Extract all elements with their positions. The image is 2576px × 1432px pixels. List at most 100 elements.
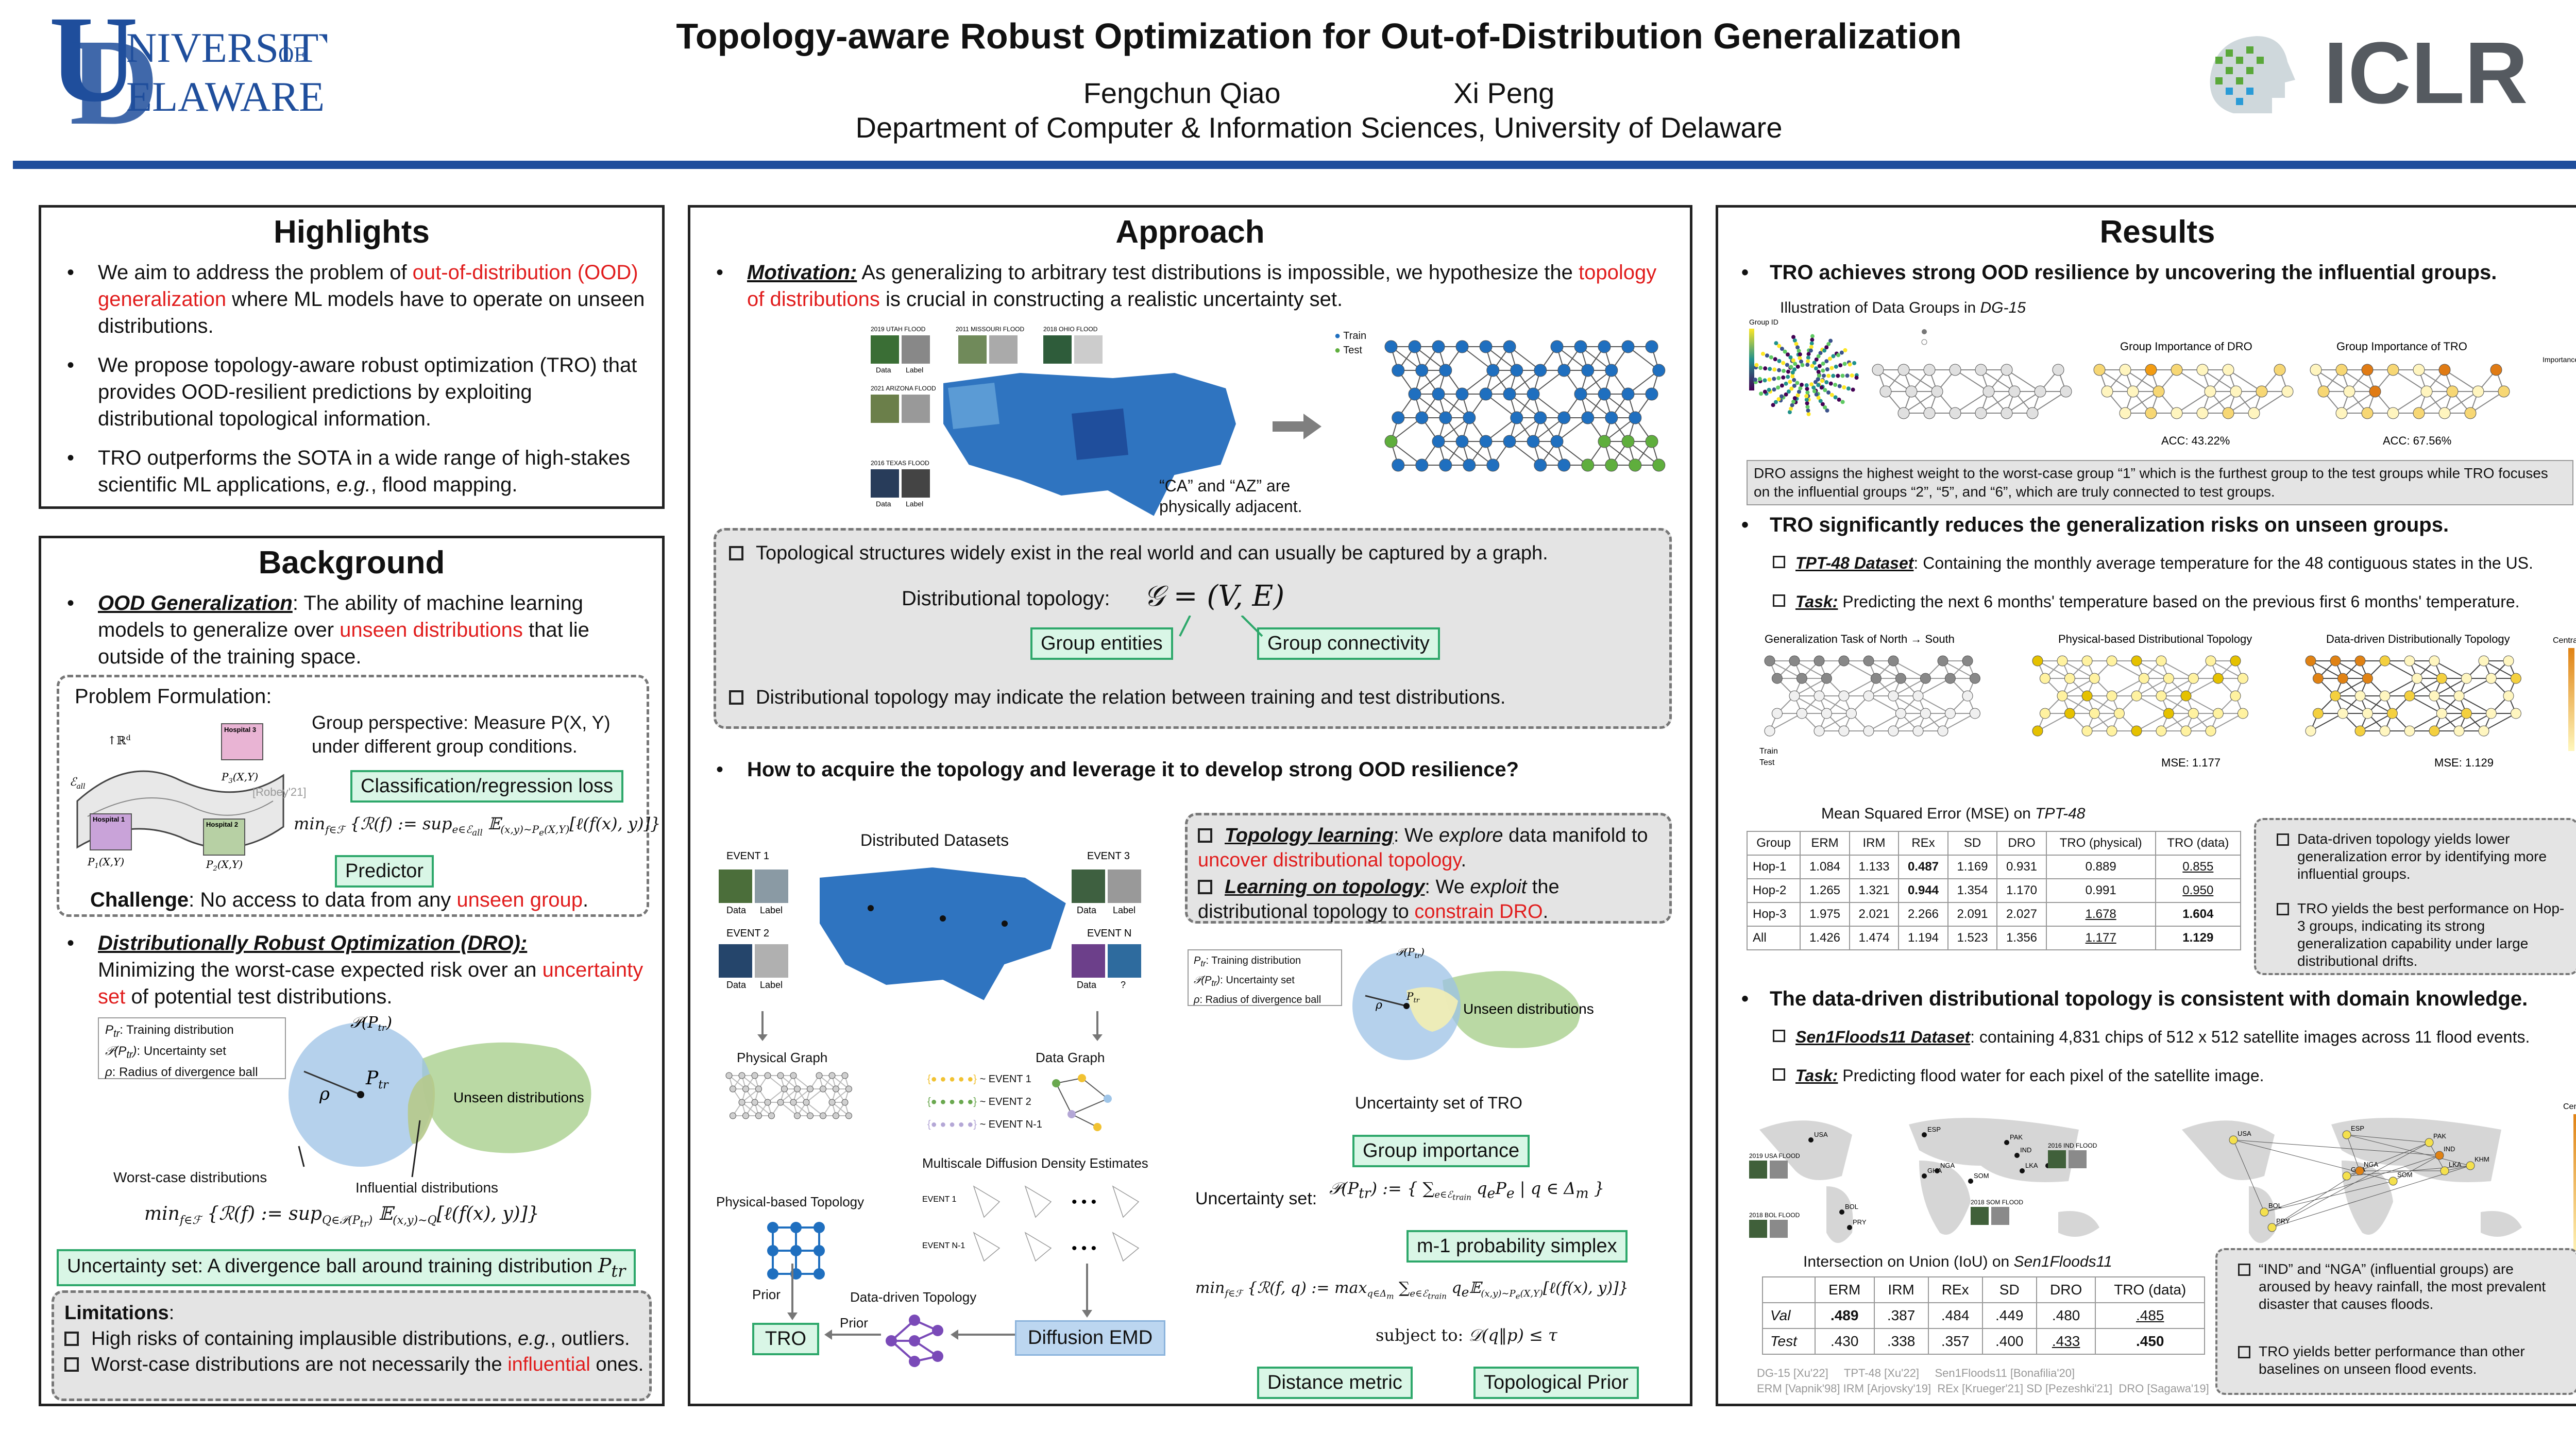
author-1: Fengchun Qiao — [1083, 77, 1281, 109]
svg-text:EVENT N: EVENT N — [1087, 928, 1131, 939]
iou-cell: .485 — [2095, 1302, 2205, 1329]
iou-cell: .338 — [1873, 1328, 1929, 1355]
graph-node — [1384, 435, 1398, 448]
graph-node — [1771, 673, 1783, 684]
graph-node — [2461, 673, 2472, 684]
scatter-point — [1795, 381, 1800, 385]
svg-text:Centrality: Centrality — [2553, 636, 2576, 645]
graph-edge — [2341, 391, 2376, 414]
graph-node — [2404, 725, 2415, 737]
graph-edge — [1794, 678, 1827, 696]
graph-node — [2404, 690, 2415, 702]
scatter-point — [1806, 355, 1810, 360]
scatter-point — [1825, 367, 1829, 372]
graph-legend: ● Train ● Test — [1334, 330, 1367, 356]
svg-text:EVENT 2: EVENT 2 — [726, 928, 769, 939]
graph-edge — [1391, 441, 1422, 466]
map-label: USA — [1814, 1131, 1828, 1138]
graph-edge — [2136, 713, 2169, 731]
graph-edge — [2409, 695, 2442, 714]
mse-title: Mean Squared Error (MSE) on TPT-48 — [1821, 805, 2086, 822]
graph-edge — [1980, 391, 2015, 414]
mse-cell: 1.975 — [1800, 902, 1850, 927]
topology-box: Topological structures widely exist in t… — [714, 528, 1672, 729]
graph-node — [1408, 340, 1421, 353]
map-node — [2466, 1161, 2475, 1170]
map-node — [2355, 1166, 2364, 1175]
graph-edge — [1438, 417, 1470, 442]
graph-node — [1949, 364, 1961, 376]
mse-cell: 1.354 — [1947, 878, 1998, 903]
graph-node — [2222, 364, 2234, 376]
graph-edge — [780, 1102, 798, 1116]
graph-node — [768, 1112, 775, 1119]
svg-text:Train: Train — [1759, 747, 1778, 756]
scatter-point — [1809, 341, 1814, 346]
graph-node — [1821, 673, 1832, 684]
graph-node — [1463, 411, 1476, 424]
graph-node — [1432, 435, 1445, 448]
graph-node — [2039, 708, 2050, 719]
risk-equation: minf∈ℱ {ℛ(f) := supe∈ℰall 𝔼(x,y)∼Pe(X,Y)… — [294, 814, 661, 838]
graph-node — [1645, 387, 1658, 401]
flood-thumbnail — [1749, 1161, 1767, 1179]
scatter-point — [1762, 389, 1767, 394]
distributed-datasets-label: Distributed Datasets — [860, 831, 1009, 849]
svg-text:OF: OF — [278, 43, 306, 67]
graph-node — [1534, 411, 1547, 424]
iou-cell: Test — [1762, 1328, 1816, 1355]
scatter-point — [1790, 374, 1795, 379]
graph-node — [2106, 725, 2117, 737]
map-marker — [2014, 1153, 2020, 1158]
scatter-point — [1809, 382, 1814, 387]
graph-node — [2156, 655, 2167, 667]
highlight-3: • TRO outperforms the SOTA in a wide ran… — [67, 447, 631, 496]
graph-node — [1510, 364, 1523, 377]
graph-node — [2305, 725, 2316, 737]
svg-text:P1(X,Y): P1(X,Y) — [87, 856, 124, 870]
graph-node — [2510, 708, 2521, 719]
iou-header-cell: SD — [1981, 1276, 2037, 1303]
continent-north-america — [1759, 1120, 1852, 1180]
svg-text:ACC: 67.56%: ACC: 67.56% — [2383, 434, 2451, 447]
prior-label-1: Prior — [752, 1287, 781, 1302]
scatter-point — [1765, 353, 1769, 358]
graph-edge — [1556, 441, 1588, 466]
graph-node — [820, 1085, 826, 1093]
graph-edge — [2176, 391, 2211, 414]
scatter-point — [1804, 397, 1809, 402]
scatter-point — [1791, 358, 1795, 363]
graph-node — [2498, 385, 2510, 398]
graph-node — [755, 1112, 762, 1119]
graph-edge — [2185, 678, 2218, 696]
graph-node — [2196, 407, 2209, 419]
graph-node — [2354, 690, 2366, 702]
graph-edge — [1462, 346, 1494, 371]
graph-edge — [1533, 370, 1565, 395]
graph-edge — [1955, 369, 1989, 392]
graph-edge — [2062, 678, 2095, 696]
scatter-point — [1774, 341, 1778, 346]
scatter-point — [1825, 408, 1829, 413]
scatter-point — [1797, 389, 1801, 394]
graph-node — [1629, 411, 1642, 424]
worst-case-label: Worst-case distributions — [113, 1169, 267, 1185]
graph-edge — [2087, 713, 2120, 731]
svg-text:Centrality: Centrality — [2563, 1102, 2576, 1111]
map-label: BOL — [1845, 1203, 1858, 1211]
graph-edge — [2335, 678, 2368, 696]
tro-uncertainty-illustration: Ptr ρ 𝒫(Ptr) Unseen distributions — [1352, 946, 1594, 1060]
svg-text:Data: Data — [876, 500, 891, 508]
graph-edge — [2111, 660, 2144, 679]
graph-node — [2204, 385, 2216, 398]
graph-edge — [780, 1088, 798, 1103]
graph-node — [2081, 655, 2093, 667]
graph-node — [1975, 364, 1987, 376]
mse-cell: 0.950 — [2155, 878, 2242, 903]
graph-edge — [1580, 370, 1612, 395]
iou-header-cell: ERM — [1814, 1276, 1875, 1303]
dist-topology-label: Distributional topology: — [902, 587, 1110, 610]
highlights-panel: Highlights • We aim to address the probl… — [39, 205, 665, 509]
graph-edge — [1868, 713, 1901, 731]
scatter-point — [1810, 364, 1815, 368]
